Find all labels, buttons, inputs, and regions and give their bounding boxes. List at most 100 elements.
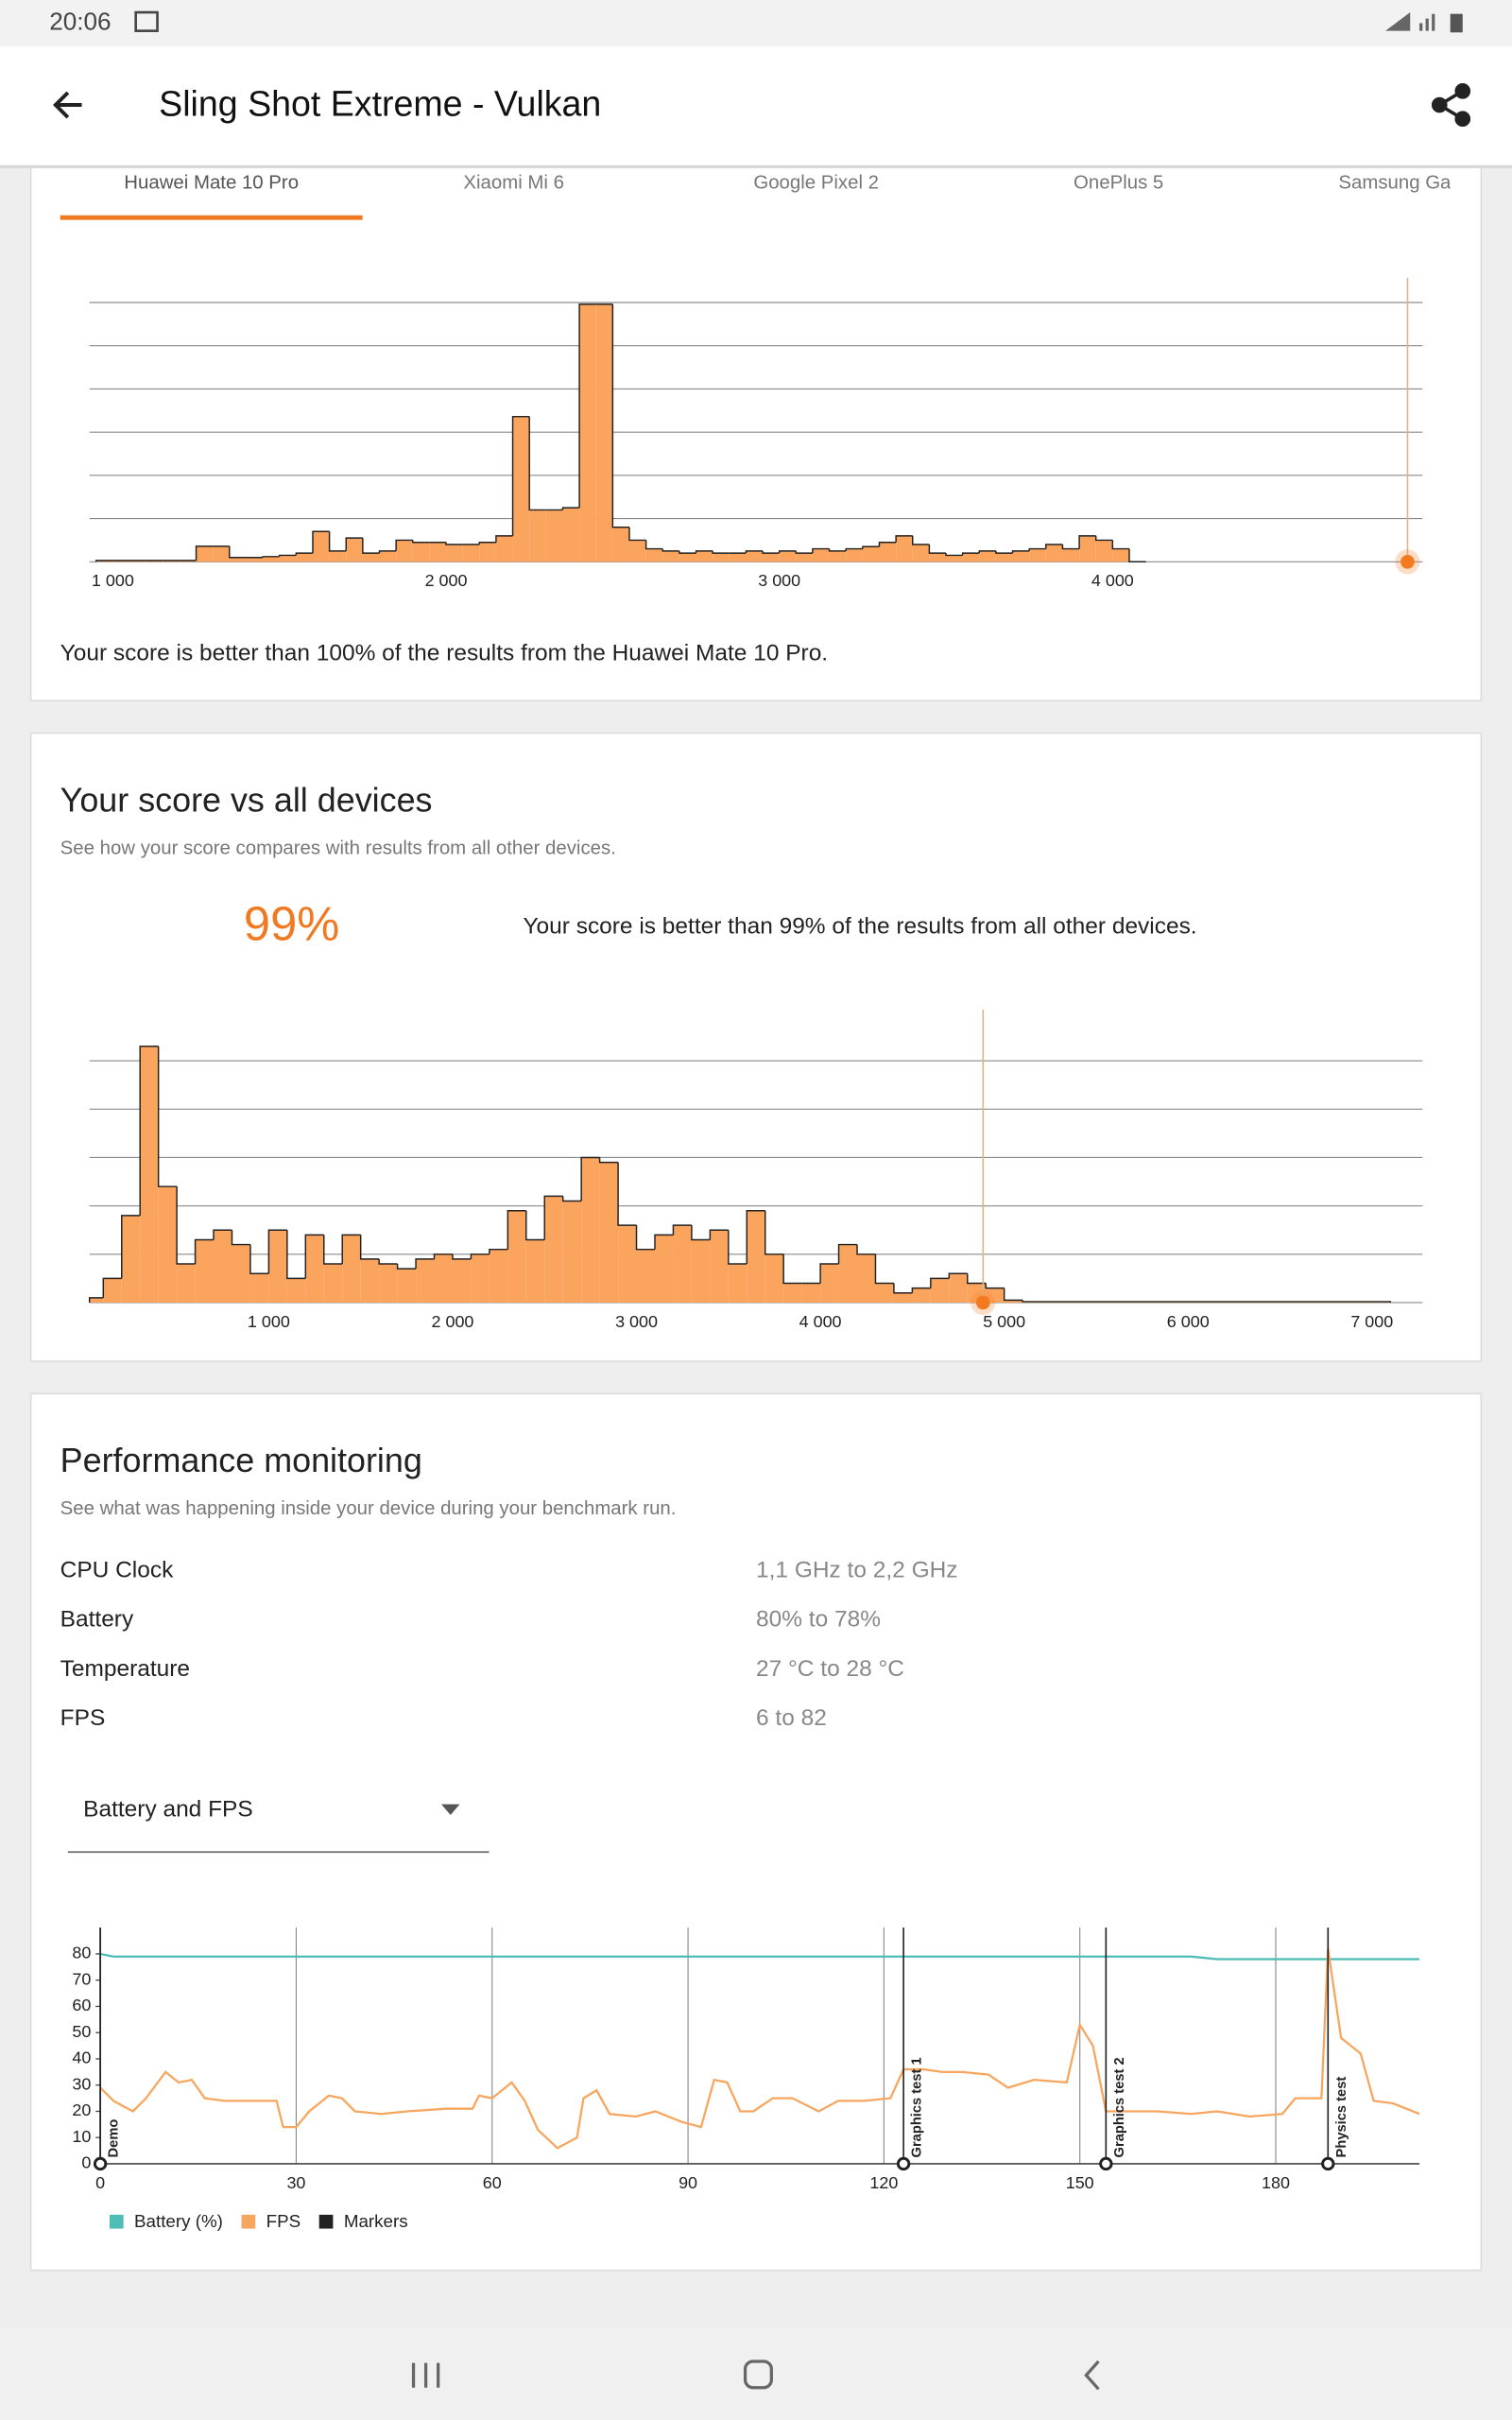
bar <box>397 1269 417 1303</box>
bar-outline <box>911 1287 931 1293</box>
x-tick-label: 30 <box>286 2173 305 2192</box>
bar-outline <box>778 550 797 554</box>
bar-outline <box>878 541 897 547</box>
score-marker <box>975 1295 990 1310</box>
bar <box>654 1235 674 1303</box>
bar-outline <box>1061 544 1080 550</box>
bar-outline <box>654 1234 674 1250</box>
bar-outline <box>341 1234 361 1265</box>
bar-outline <box>286 1230 306 1280</box>
bar <box>763 553 780 562</box>
bar <box>525 1239 545 1303</box>
bar-outline <box>528 416 546 511</box>
bar <box>213 545 230 562</box>
bar <box>279 555 297 562</box>
x-tick-label: 7 000 <box>1350 1312 1393 1331</box>
bar <box>305 1235 324 1303</box>
tab[interactable]: OnePlus 5 <box>1074 173 1163 194</box>
bar <box>362 553 380 562</box>
bar-outline <box>295 552 313 556</box>
tab[interactable]: Google Pixel 2 <box>753 173 879 194</box>
share-button[interactable] <box>1431 83 1471 128</box>
nav-bar <box>0 2327 1512 2420</box>
bar <box>728 1264 747 1303</box>
marker-label: Physics test <box>1334 2077 1349 2158</box>
bar-outline <box>495 535 513 543</box>
recents-button[interactable] <box>411 2362 440 2388</box>
marker-label: Graphics test 1 <box>910 2057 925 2157</box>
bar <box>1045 544 1063 562</box>
bar <box>986 1288 1005 1303</box>
stat-label: CPU Clock <box>60 1558 174 1583</box>
bar-outline <box>157 1046 178 1187</box>
legend-label: Markers <box>344 2211 408 2231</box>
bar <box>912 1288 931 1303</box>
bar-outline <box>378 1258 398 1265</box>
card <box>29 153 1483 702</box>
bar-outline <box>478 541 496 544</box>
tab[interactable]: Xiaomi Mi 6 <box>463 173 564 194</box>
bar-outline <box>328 531 347 552</box>
bar <box>434 1253 453 1303</box>
stat-value: 1,1 GHz to 2,2 GHz <box>756 1558 958 1583</box>
bar-outline <box>304 1234 324 1279</box>
x-tick-label: 3 000 <box>758 571 800 590</box>
bar-outline <box>121 1215 141 1279</box>
bar-outline <box>507 1210 526 1250</box>
dropdown-arrow[interactable] <box>440 1804 460 1815</box>
bar-outline <box>928 544 947 554</box>
bar <box>875 1283 894 1303</box>
bar-outline <box>267 1229 287 1274</box>
bar-outline <box>845 547 863 551</box>
bar-outline <box>452 1253 472 1260</box>
bar-outline <box>1003 1288 1023 1302</box>
home-button[interactable] <box>743 2360 773 2390</box>
bar <box>645 548 663 562</box>
series-line <box>99 1948 1420 2150</box>
legend-swatch <box>109 2214 124 2229</box>
bar <box>312 531 330 562</box>
bar-outline <box>525 1210 545 1241</box>
bar-outline <box>378 550 397 554</box>
bar <box>286 1278 306 1303</box>
x-tick-label: 0 <box>95 2173 105 2192</box>
bar <box>1004 1300 1023 1303</box>
bar <box>779 550 797 562</box>
bar-outline <box>709 1229 729 1240</box>
bar-outline <box>712 550 730 554</box>
x-tick-label: 1 000 <box>92 571 134 590</box>
bar <box>103 1278 122 1303</box>
stat-value: 80% to 78% <box>756 1607 881 1633</box>
bar <box>746 550 764 562</box>
bar <box>747 1210 765 1303</box>
bar <box>507 1210 526 1303</box>
gallery-icon <box>134 10 159 32</box>
bar <box>544 1196 563 1303</box>
bar <box>713 553 730 562</box>
bar <box>599 1162 619 1303</box>
x-tick-label: 3 000 <box>615 1312 658 1331</box>
bar <box>896 535 913 562</box>
bar <box>628 540 646 562</box>
bar-outline <box>176 1186 196 1265</box>
bar-outline <box>88 1297 104 1303</box>
bar-outline <box>874 1253 894 1285</box>
x-tick-label: 4 000 <box>1091 571 1134 590</box>
dropdown-label[interactable]: Battery and FPS <box>83 1797 253 1823</box>
bar-outline <box>345 537 363 551</box>
bar <box>495 535 513 562</box>
bar-outline <box>948 1272 968 1279</box>
tab[interactable]: Samsung Galaxy S <box>1338 173 1503 194</box>
x-tick-label: 150 <box>1066 2173 1094 2192</box>
bar <box>195 1239 215 1303</box>
bar-outline <box>893 1283 913 1294</box>
back-button[interactable] <box>53 91 82 119</box>
dropdown[interactable]: Battery and FPS <box>67 1797 490 1854</box>
tab[interactable]: Huawei Mate 10 Pro <box>124 173 299 194</box>
bar-outline <box>635 1225 655 1251</box>
bar-outline <box>617 1162 637 1226</box>
nav-back-button[interactable] <box>1084 2360 1100 2391</box>
bar-outline <box>578 303 596 509</box>
bar-outline <box>795 550 813 554</box>
legend-label: FPS <box>266 2211 301 2231</box>
